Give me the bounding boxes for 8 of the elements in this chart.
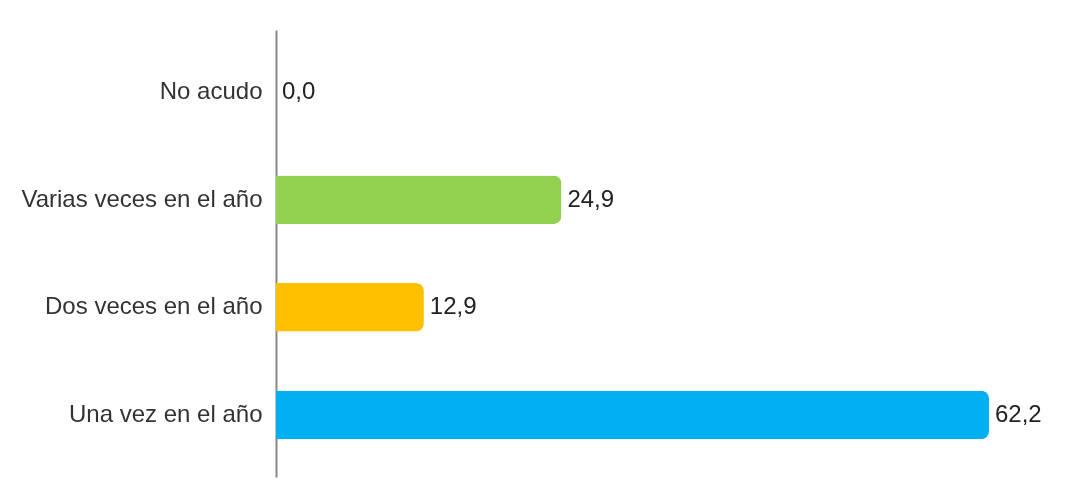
y-tick-label: No acudo xyxy=(159,76,263,104)
data-label: 12,9 xyxy=(429,292,477,320)
y-tick-label: Dos veces en el año xyxy=(45,292,263,320)
data-label: 0,0 xyxy=(282,76,316,104)
data-label: 62,2 xyxy=(995,400,1042,428)
y-tick-label: Varias veces en el año xyxy=(21,184,263,212)
data-label: 24,9 xyxy=(567,184,615,212)
y-tick-label: Una vez en el año xyxy=(69,400,263,428)
